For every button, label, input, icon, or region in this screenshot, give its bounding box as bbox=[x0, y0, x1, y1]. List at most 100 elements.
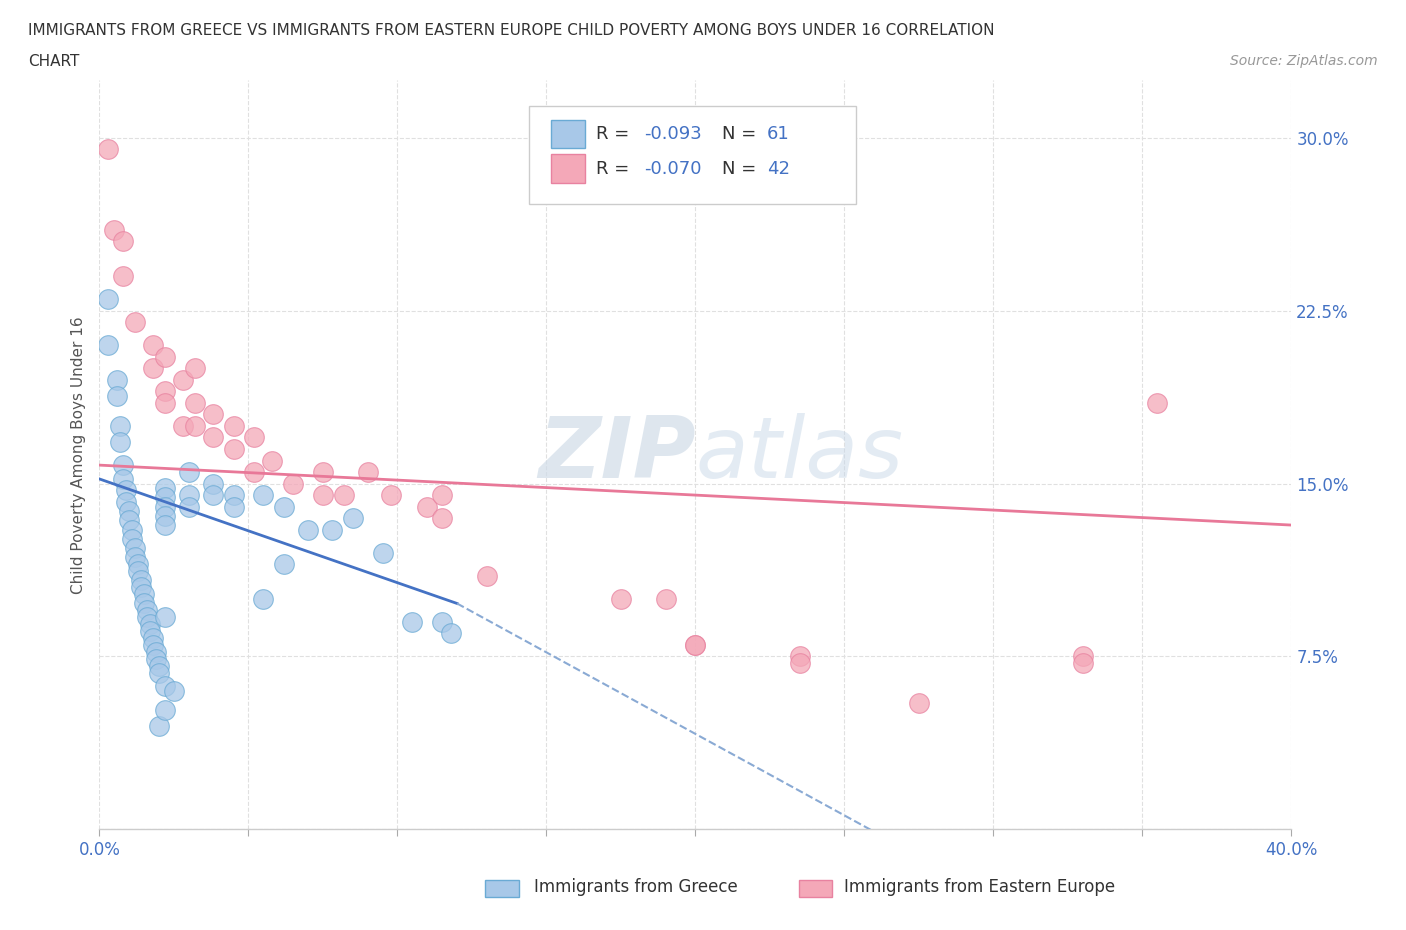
Point bbox=[124, 540, 146, 555]
Point bbox=[380, 487, 402, 502]
Point bbox=[136, 610, 159, 625]
Point bbox=[112, 472, 135, 486]
FancyBboxPatch shape bbox=[551, 120, 585, 148]
Point bbox=[342, 511, 364, 525]
Point bbox=[243, 465, 266, 480]
Point bbox=[654, 591, 676, 606]
Point bbox=[177, 487, 200, 502]
Point bbox=[136, 603, 159, 618]
Point bbox=[115, 495, 138, 510]
Point bbox=[129, 573, 152, 588]
Point bbox=[685, 637, 707, 652]
Point bbox=[153, 490, 176, 505]
Point bbox=[321, 523, 343, 538]
Point bbox=[142, 361, 165, 376]
Point bbox=[145, 644, 167, 659]
Point bbox=[201, 430, 224, 445]
Point bbox=[184, 395, 207, 410]
Text: 42: 42 bbox=[766, 160, 790, 178]
Point bbox=[105, 389, 128, 404]
Point bbox=[177, 465, 200, 480]
Point bbox=[201, 407, 224, 422]
Point bbox=[1071, 649, 1094, 664]
Point bbox=[356, 465, 378, 480]
Point bbox=[430, 511, 453, 525]
Point bbox=[121, 523, 143, 538]
FancyBboxPatch shape bbox=[551, 154, 585, 183]
Text: CHART: CHART bbox=[28, 54, 80, 69]
Point bbox=[273, 499, 295, 514]
Point bbox=[685, 637, 707, 652]
Point bbox=[172, 372, 194, 387]
Point bbox=[115, 483, 138, 498]
Point bbox=[112, 458, 135, 472]
Point bbox=[127, 557, 149, 572]
Point bbox=[142, 637, 165, 652]
Point bbox=[1146, 395, 1168, 410]
Point bbox=[222, 442, 245, 457]
Text: -0.070: -0.070 bbox=[644, 160, 702, 178]
Point bbox=[129, 580, 152, 595]
Y-axis label: Child Poverty Among Boys Under 16: Child Poverty Among Boys Under 16 bbox=[72, 316, 86, 593]
Text: N =: N = bbox=[721, 160, 762, 178]
Point bbox=[148, 665, 170, 680]
FancyBboxPatch shape bbox=[529, 106, 856, 204]
Point bbox=[97, 142, 120, 157]
Text: Immigrants from Eastern Europe: Immigrants from Eastern Europe bbox=[844, 878, 1115, 897]
Point bbox=[430, 487, 453, 502]
Point bbox=[110, 418, 132, 433]
Point bbox=[281, 476, 304, 491]
Point bbox=[124, 314, 146, 329]
Text: N =: N = bbox=[721, 125, 762, 143]
Point bbox=[201, 487, 224, 502]
Point bbox=[252, 591, 274, 606]
Point bbox=[142, 631, 165, 645]
Point bbox=[97, 338, 120, 352]
Text: R =: R = bbox=[596, 160, 636, 178]
Point bbox=[153, 679, 176, 694]
Point bbox=[416, 499, 439, 514]
Point bbox=[153, 384, 176, 399]
Point bbox=[110, 434, 132, 449]
Point bbox=[312, 465, 335, 480]
Point bbox=[153, 610, 176, 625]
Point bbox=[139, 617, 162, 631]
Point bbox=[430, 615, 453, 630]
Point bbox=[134, 596, 156, 611]
Point bbox=[475, 568, 498, 583]
Point bbox=[440, 626, 463, 641]
Point bbox=[97, 292, 120, 307]
Point bbox=[789, 649, 811, 664]
Point bbox=[908, 695, 931, 710]
Point bbox=[273, 557, 295, 572]
Point bbox=[333, 487, 356, 502]
Point bbox=[177, 499, 200, 514]
Text: ZIP: ZIP bbox=[537, 413, 696, 497]
Point bbox=[148, 658, 170, 673]
Point bbox=[153, 499, 176, 514]
Text: -0.093: -0.093 bbox=[644, 125, 702, 143]
Point bbox=[184, 418, 207, 433]
Point bbox=[153, 395, 176, 410]
Point bbox=[153, 702, 176, 717]
Point bbox=[153, 481, 176, 496]
Point bbox=[201, 476, 224, 491]
Point bbox=[243, 430, 266, 445]
Point bbox=[789, 656, 811, 671]
Point bbox=[118, 513, 141, 528]
Point bbox=[105, 372, 128, 387]
Text: IMMIGRANTS FROM GREECE VS IMMIGRANTS FROM EASTERN EUROPE CHILD POVERTY AMONG BOY: IMMIGRANTS FROM GREECE VS IMMIGRANTS FRO… bbox=[28, 23, 994, 38]
Point bbox=[112, 234, 135, 249]
Point bbox=[163, 684, 186, 698]
Point bbox=[184, 361, 207, 376]
Point bbox=[222, 418, 245, 433]
Text: 61: 61 bbox=[766, 125, 790, 143]
Point bbox=[153, 350, 176, 365]
Point bbox=[103, 222, 125, 237]
Point bbox=[142, 338, 165, 352]
Point bbox=[118, 504, 141, 519]
Point bbox=[371, 545, 394, 560]
Point bbox=[312, 487, 335, 502]
Point bbox=[1071, 656, 1094, 671]
Point bbox=[222, 499, 245, 514]
